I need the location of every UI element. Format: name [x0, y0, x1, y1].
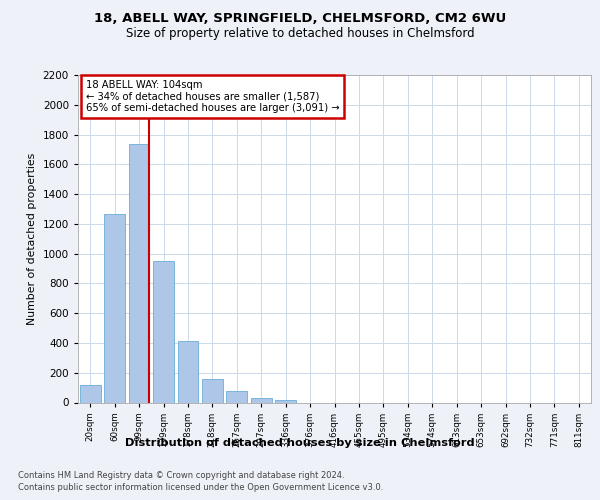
Text: Contains public sector information licensed under the Open Government Licence v3: Contains public sector information licen… — [18, 484, 383, 492]
Bar — [80, 384, 101, 402]
Text: 18, ABELL WAY, SPRINGFIELD, CHELMSFORD, CM2 6WU: 18, ABELL WAY, SPRINGFIELD, CHELMSFORD, … — [94, 12, 506, 26]
Text: Contains HM Land Registry data © Crown copyright and database right 2024.: Contains HM Land Registry data © Crown c… — [18, 471, 344, 480]
Y-axis label: Number of detached properties: Number of detached properties — [27, 152, 37, 325]
Bar — [104, 214, 125, 402]
Bar — [275, 400, 296, 402]
Text: 18 ABELL WAY: 104sqm
← 34% of detached houses are smaller (1,587)
65% of semi-de: 18 ABELL WAY: 104sqm ← 34% of detached h… — [86, 80, 340, 113]
Bar — [202, 378, 223, 402]
Bar — [128, 144, 149, 403]
Bar — [178, 340, 199, 402]
Bar — [251, 398, 272, 402]
Bar — [226, 392, 247, 402]
Bar — [153, 261, 174, 402]
Text: Distribution of detached houses by size in Chelmsford: Distribution of detached houses by size … — [125, 438, 475, 448]
Text: Size of property relative to detached houses in Chelmsford: Size of property relative to detached ho… — [125, 28, 475, 40]
